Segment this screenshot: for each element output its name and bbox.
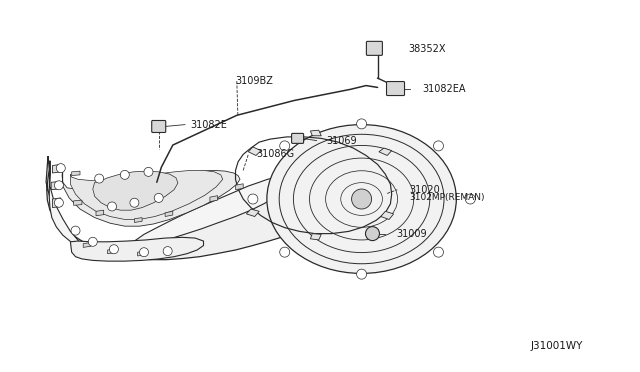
- Polygon shape: [379, 148, 392, 155]
- Polygon shape: [72, 171, 80, 176]
- Text: 31086G: 31086G: [256, 150, 294, 159]
- Polygon shape: [52, 164, 61, 173]
- Circle shape: [54, 181, 63, 190]
- Circle shape: [433, 141, 444, 151]
- Circle shape: [356, 119, 367, 129]
- Circle shape: [108, 202, 116, 211]
- Text: 31009: 31009: [397, 229, 428, 238]
- Text: 31082EA: 31082EA: [422, 84, 466, 93]
- Polygon shape: [310, 234, 321, 240]
- Circle shape: [54, 198, 63, 207]
- Polygon shape: [49, 161, 287, 255]
- Polygon shape: [138, 251, 146, 256]
- Circle shape: [88, 237, 97, 246]
- Polygon shape: [93, 171, 178, 210]
- Text: 31069: 31069: [326, 136, 357, 145]
- Circle shape: [465, 194, 476, 204]
- Circle shape: [163, 247, 172, 256]
- FancyBboxPatch shape: [366, 41, 383, 55]
- Polygon shape: [83, 243, 91, 247]
- Polygon shape: [248, 147, 261, 155]
- FancyBboxPatch shape: [387, 81, 404, 96]
- Circle shape: [280, 247, 290, 257]
- Circle shape: [365, 227, 380, 241]
- FancyBboxPatch shape: [152, 121, 166, 132]
- Polygon shape: [62, 169, 240, 226]
- FancyBboxPatch shape: [292, 134, 303, 143]
- Polygon shape: [381, 211, 394, 219]
- Circle shape: [356, 269, 367, 279]
- Text: 31020: 31020: [410, 185, 440, 195]
- Polygon shape: [236, 184, 243, 190]
- Polygon shape: [134, 218, 142, 222]
- Circle shape: [280, 141, 290, 151]
- Polygon shape: [51, 182, 59, 190]
- Circle shape: [351, 189, 372, 209]
- Polygon shape: [96, 210, 104, 216]
- Polygon shape: [52, 198, 61, 208]
- Circle shape: [71, 226, 80, 235]
- Circle shape: [56, 164, 65, 173]
- Polygon shape: [70, 237, 204, 261]
- Polygon shape: [165, 211, 173, 217]
- Circle shape: [120, 170, 129, 179]
- Circle shape: [109, 245, 118, 254]
- Circle shape: [144, 167, 153, 176]
- Text: 3109BZ: 3109BZ: [236, 76, 273, 86]
- Text: J31001WY: J31001WY: [531, 341, 583, 351]
- Polygon shape: [210, 196, 218, 202]
- Text: 38352X: 38352X: [408, 44, 446, 54]
- Ellipse shape: [267, 125, 456, 273]
- Circle shape: [248, 194, 258, 204]
- Polygon shape: [246, 209, 259, 217]
- Polygon shape: [310, 130, 321, 136]
- Circle shape: [95, 174, 104, 183]
- Polygon shape: [74, 200, 82, 205]
- Polygon shape: [108, 249, 115, 254]
- Polygon shape: [46, 156, 344, 260]
- Polygon shape: [70, 170, 223, 219]
- Circle shape: [433, 247, 444, 257]
- Text: 3102MP(REMAN): 3102MP(REMAN): [410, 193, 485, 202]
- Circle shape: [140, 248, 148, 257]
- Circle shape: [130, 198, 139, 207]
- Text: 31082E: 31082E: [191, 120, 228, 129]
- Circle shape: [154, 193, 163, 202]
